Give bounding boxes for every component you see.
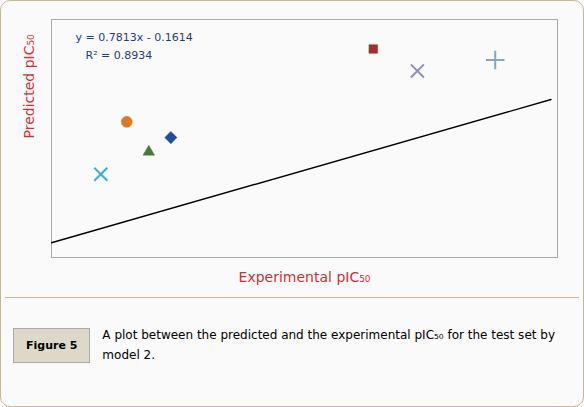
svg-text:R² = 0.8934: R² = 0.8934 bbox=[86, 49, 153, 62]
svg-text:Experimental pIC₅₀: Experimental pIC₅₀ bbox=[239, 269, 371, 285]
svg-text:y = 0.7813x - 0.1614: y = 0.7813x - 0.1614 bbox=[76, 31, 193, 44]
html-text:A plot between the predicted a: A plot between the predicted and the exp… bbox=[102, 328, 555, 362]
svg-text:Predicted pIC₅₀: Predicted pIC₅₀ bbox=[21, 34, 37, 139]
html-text:Figure 5: Figure 5 bbox=[26, 339, 78, 352]
